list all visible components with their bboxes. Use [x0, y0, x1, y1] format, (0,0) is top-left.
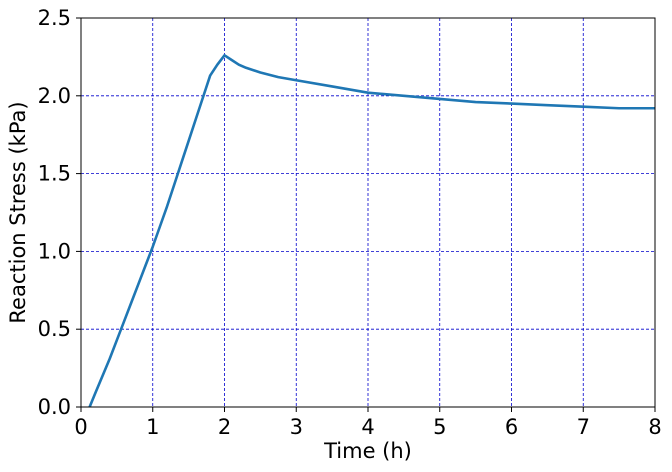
y-axis-label: Reaction Stress (kPa): [6, 101, 30, 323]
x-ticks: 0 1 2 3 4 5 6 7 8: [74, 407, 662, 439]
x-tick-label: 0: [74, 415, 87, 439]
x-tick-label: 6: [505, 415, 518, 439]
x-tick-label: 4: [361, 415, 374, 439]
x-tick-label: 1: [146, 415, 159, 439]
y-tick-label: 2.5: [38, 6, 71, 30]
y-tick-label: 2.0: [38, 84, 71, 108]
x-axis-label: Time (h): [323, 439, 412, 463]
grid: [80, 17, 656, 408]
plot-marks: [88, 54, 655, 408]
y-tick-label: 0.0: [38, 395, 71, 419]
y-tick-label: 1.5: [38, 162, 71, 186]
x-tick-label: 3: [290, 415, 303, 439]
x-tick-label: 2: [218, 415, 231, 439]
y-tick-label: 0.5: [38, 317, 71, 341]
x-tick-label: 7: [577, 415, 590, 439]
y-tick-label: 1.0: [38, 239, 71, 263]
x-tick-label: 5: [433, 415, 446, 439]
x-tick-label: 8: [648, 415, 661, 439]
series-line: [88, 54, 655, 408]
y-ticks: 0.0 0.5 1.0 1.5 2.0 2.5: [38, 6, 81, 419]
